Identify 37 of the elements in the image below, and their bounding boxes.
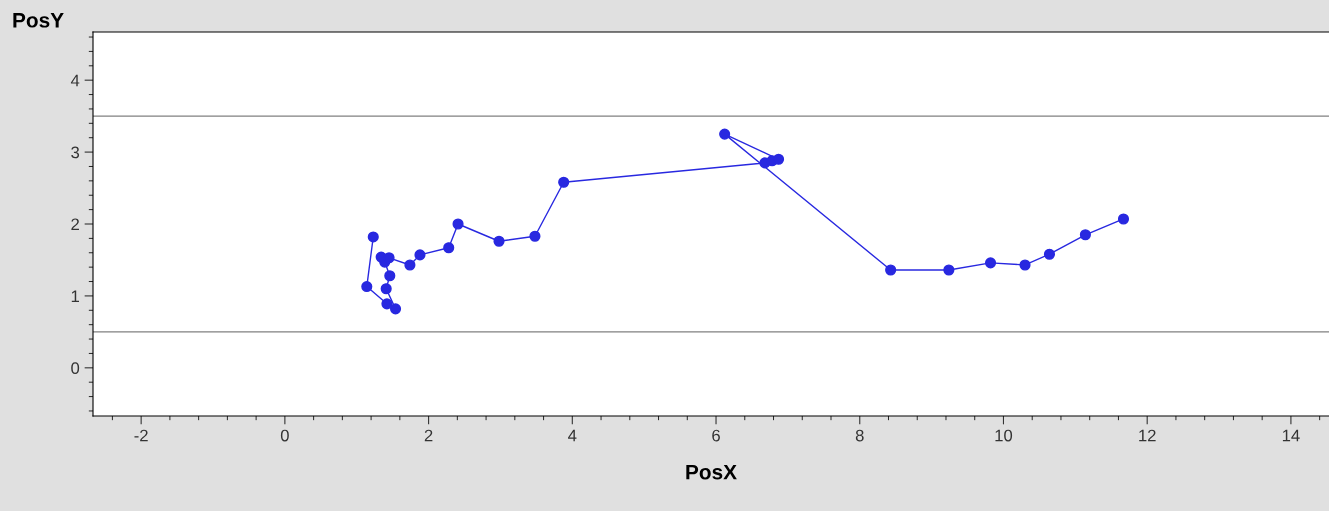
point [367,231,379,243]
point [452,218,464,230]
y-tick-label: 1 [71,290,79,302]
point [1043,248,1056,260]
y-tick-label: 0 [71,362,80,375]
x-tick-label: 6 [712,429,720,442]
point [493,235,505,247]
point [414,249,426,261]
x-tick-label: 0 [280,429,289,442]
point [380,283,392,295]
x-tick-label: 2 [424,429,433,442]
point [443,242,455,254]
point [381,298,393,310]
point [943,264,955,276]
x-tick-label: 14 [1282,429,1300,442]
point [984,257,997,269]
point [1079,229,1091,241]
y-tick-label: 2 [71,218,79,231]
y-axis-title: PosY [13,13,64,28]
x-axis-title: PosX [686,464,737,480]
point [1019,259,1031,271]
x-tick-label: 4 [568,429,577,442]
x-tick-label: 10 [995,429,1013,442]
x-tick-label: -2 [134,429,148,442]
x-tick-label: 12 [1139,429,1156,442]
point [529,230,541,242]
point [719,128,731,140]
point [404,259,416,271]
point [1117,213,1130,225]
point [558,176,570,188]
y-tick-label: 4 [70,74,80,87]
x-tick-label: 8 [855,429,864,442]
point [384,270,396,282]
point [389,303,402,315]
point [885,264,897,276]
point [361,281,373,293]
y-tick-label: 3 [71,146,80,159]
